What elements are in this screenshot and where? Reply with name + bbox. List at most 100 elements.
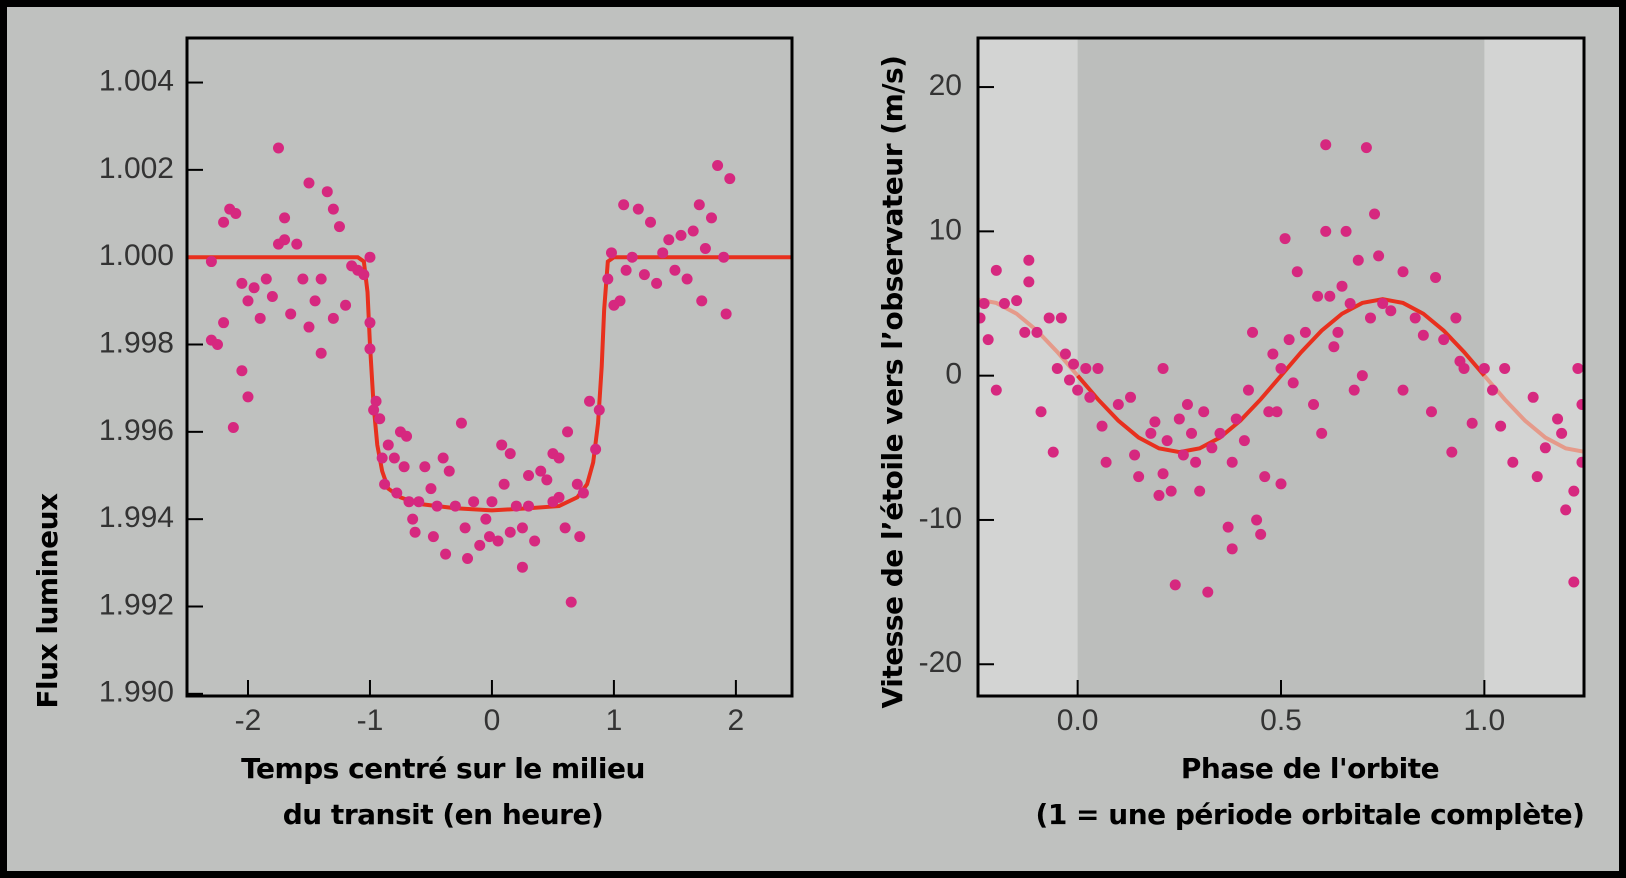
data-point (1230, 413, 1242, 425)
y-tick-label: 1.998 (99, 326, 174, 359)
data-point (718, 251, 730, 263)
data-point (1527, 391, 1539, 403)
data-point (1352, 254, 1364, 266)
y-tick-label: 1.990 (99, 676, 174, 709)
data-point (584, 395, 596, 407)
data-point (1084, 391, 1096, 403)
data-point (1430, 272, 1442, 284)
data-point (1499, 362, 1511, 374)
data-point (1373, 250, 1385, 262)
data-point (602, 273, 614, 285)
plot-area (187, 142, 792, 608)
data-point (407, 513, 419, 525)
data-point (990, 264, 1002, 276)
data-point (260, 273, 272, 285)
data-point (1364, 312, 1376, 324)
data-point (998, 298, 1010, 310)
x-tick-label: 0.5 (1260, 704, 1302, 737)
data-point (1186, 427, 1198, 439)
data-point (1291, 266, 1303, 278)
data-point (559, 522, 571, 534)
data-point (632, 203, 644, 215)
data-point (593, 404, 605, 416)
data-point (1283, 334, 1295, 346)
data-point (443, 465, 455, 477)
data-point (1251, 514, 1263, 526)
data-point (535, 465, 547, 477)
data-point (1222, 521, 1234, 533)
data-point (1177, 449, 1189, 461)
y-tick-label: 1.004 (99, 64, 174, 97)
data-point (1320, 139, 1332, 151)
data-point (618, 199, 630, 211)
x-tick-label: 0 (484, 704, 501, 737)
data-point (218, 216, 230, 228)
data-point (1214, 427, 1226, 439)
data-point (1576, 399, 1584, 411)
data-point (645, 216, 657, 228)
data-point (230, 208, 242, 220)
data-point (211, 339, 223, 351)
data-point (1194, 485, 1206, 497)
data-point (1157, 468, 1169, 480)
data-point (425, 483, 437, 495)
data-point (1409, 312, 1421, 324)
data-point (504, 526, 516, 538)
data-point (279, 212, 291, 224)
data-point (1226, 456, 1238, 468)
data-point (1539, 442, 1551, 454)
x-axis-label: Temps centré sur le milieu (241, 752, 645, 785)
data-point (315, 347, 327, 359)
data-point (370, 395, 382, 407)
data-point (1125, 391, 1137, 403)
data-point (577, 487, 589, 499)
plot-frame (976, 36, 1586, 698)
x-tick-label: 2 (728, 704, 745, 737)
data-point (440, 548, 452, 560)
data-point (1275, 478, 1287, 490)
data-point (1100, 456, 1112, 468)
data-point (669, 264, 681, 276)
y-tick-label: -20 (919, 646, 962, 679)
data-point (523, 500, 535, 512)
data-point (358, 269, 370, 281)
data-point (413, 496, 425, 508)
data-point (541, 474, 553, 486)
data-point (431, 500, 443, 512)
data-point (291, 238, 303, 250)
data-point (1035, 406, 1047, 418)
data-point (1332, 326, 1344, 338)
data-point (1336, 280, 1348, 292)
data-point (1299, 326, 1311, 338)
data-point (1096, 420, 1108, 432)
data-point (1173, 413, 1185, 425)
data-point (1255, 528, 1267, 540)
data-point (468, 496, 480, 508)
data-point (1080, 362, 1092, 374)
data-point (1495, 420, 1507, 432)
data-point (510, 500, 522, 512)
data-point (266, 290, 278, 302)
data-point (218, 317, 230, 329)
data-point (1425, 406, 1437, 418)
data-point (379, 478, 391, 490)
data-point (978, 312, 986, 324)
data-point (1247, 326, 1259, 338)
data-point (990, 384, 1002, 396)
data-point (1450, 312, 1462, 324)
data-point (455, 417, 467, 429)
data-point (376, 452, 388, 464)
data-point (1507, 456, 1519, 468)
data-point (1112, 399, 1124, 411)
data-point (516, 522, 528, 534)
data-point (474, 539, 486, 551)
data-point (626, 251, 638, 263)
data-point (1458, 362, 1470, 374)
data-point (553, 452, 565, 464)
y-tick-label: 10 (929, 213, 962, 246)
data-point (1377, 298, 1389, 310)
data-point (1011, 295, 1023, 307)
data-point (1486, 384, 1498, 396)
x-tick-label: -1 (357, 704, 384, 737)
data-point (374, 413, 386, 425)
